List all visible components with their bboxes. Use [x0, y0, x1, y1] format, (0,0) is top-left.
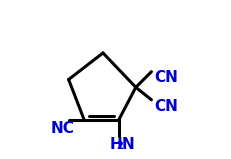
Text: N: N — [122, 137, 135, 152]
Text: 2: 2 — [116, 141, 123, 151]
Text: NC: NC — [51, 121, 75, 136]
Text: H: H — [110, 137, 123, 152]
Text: CN: CN — [155, 70, 178, 85]
Text: CN: CN — [155, 99, 178, 114]
